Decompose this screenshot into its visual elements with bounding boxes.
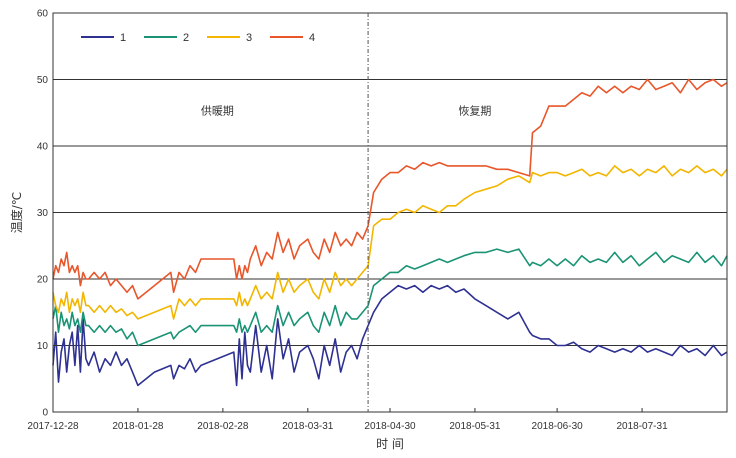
x-axis-title: 时 间	[376, 437, 404, 451]
period-annotations: 供暖期 恢复期	[201, 104, 492, 118]
grid-lines	[53, 79, 727, 346]
x-tick-label: 2018-04-30	[364, 421, 416, 432]
y-tick-label: 10	[37, 341, 49, 352]
y-tick-label: 60	[37, 9, 49, 20]
y-tick-label: 20	[37, 275, 49, 286]
x-tick-label: 2018-07-31	[616, 421, 668, 432]
x-tick-label: 2018-05-31	[449, 421, 501, 432]
legend-label-2: 2	[183, 32, 189, 44]
y-tick-label: 50	[37, 75, 49, 86]
series-line-2	[52, 248, 728, 347]
series-line-3	[52, 165, 728, 320]
legend-label-3: 3	[246, 32, 252, 44]
y-tick-label: 30	[37, 208, 49, 219]
x-tick-label: 2018-02-28	[197, 421, 249, 432]
period-label-1: 供暖期	[201, 104, 234, 118]
legend-label-1: 1	[120, 32, 126, 44]
x-tick-label: 2018-01-28	[112, 421, 164, 432]
series-lines	[52, 78, 728, 387]
x-tick-label: 2018-06-30	[532, 421, 584, 432]
period-label-2: 恢复期	[458, 104, 491, 118]
x-tick-label: 2018-03-31	[282, 421, 334, 432]
y-axis-title: 温度/℃	[9, 192, 24, 234]
y-tick-label: 40	[37, 142, 49, 153]
legend-label-4: 4	[309, 32, 315, 44]
series-line-4	[52, 78, 728, 300]
legend: 1 2 3 4	[81, 32, 315, 44]
axes: 0 10 20 30 40 50 60 2017-12-28 2018-01-28 2018-02…	[9, 9, 668, 452]
series-line-1	[52, 284, 728, 387]
x-tick-label: 2017-12-28	[27, 421, 79, 432]
y-tick-label: 0	[42, 408, 48, 419]
